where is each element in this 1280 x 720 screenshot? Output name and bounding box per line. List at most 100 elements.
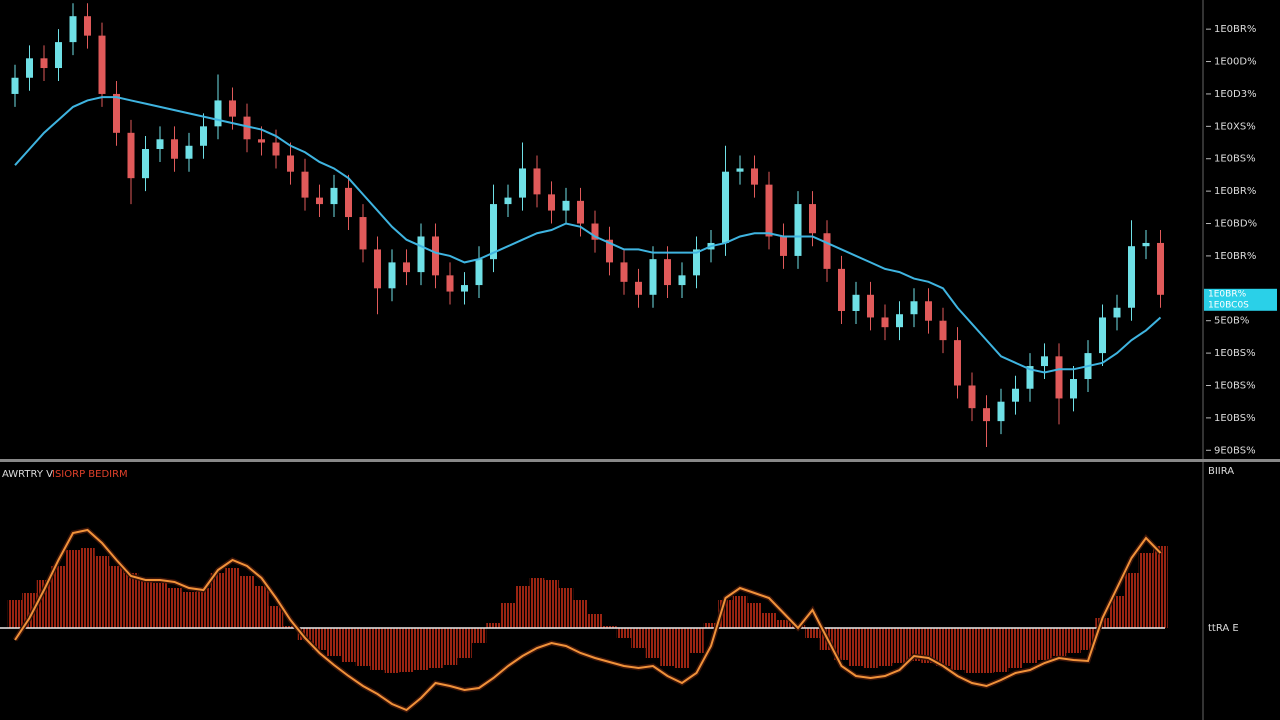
histogram-bar [950,628,965,670]
y-tick-label: 9E0BS% [1214,445,1256,456]
candle-body [40,58,48,69]
candle-body [838,268,845,311]
histogram-bar [239,576,255,628]
histogram-bar [921,628,936,663]
histogram-bar [94,556,110,628]
moving-average [14,96,1162,374]
candle-body [1157,242,1164,295]
histogram-bar [935,628,951,666]
candle-body [867,294,874,318]
histogram-bar [544,580,559,628]
histogram-bar [964,628,980,673]
candle-body [620,262,628,282]
histogram-bar [210,573,226,628]
candle-body [1055,356,1063,399]
candle-body [635,281,642,295]
y-tick-label: 1E0BS% [1214,348,1256,359]
histogram-bar [631,628,646,648]
histogram-bar [268,606,284,628]
y-tick-label: 1E0BR% [1214,24,1256,35]
histogram-bar [225,568,240,628]
histogram-bar [1051,628,1067,656]
candle-body [403,262,410,273]
candle-body [446,275,454,292]
histogram-bar [486,623,501,628]
histogram-bar [80,548,95,628]
candle-body [142,149,149,179]
candle-body [548,194,555,211]
candle-body [1113,307,1121,318]
candle-body [925,301,932,321]
histogram-bar [805,628,820,638]
candle-body [55,42,62,69]
candle-body [156,139,164,150]
histogram-bar [384,628,400,673]
histogram-bar [747,603,762,628]
candle-body [794,204,802,256]
histogram-bar [196,588,211,628]
oscillator-line [14,528,1162,712]
candle-body [229,100,236,117]
last-price-label: 1E0BR% [1208,289,1247,299]
candle-body [98,35,106,94]
histogram-bar [254,586,269,628]
y-tick-label: 1E0BR% [1214,186,1256,197]
histogram-bar [312,628,327,650]
candle-body [287,155,294,172]
candle-body [374,249,381,289]
y-tick-label: 1E00D% [1214,57,1257,68]
histogram-bar [442,628,458,665]
histogram-bar [573,600,588,628]
candle-body [1128,246,1135,308]
candle-body [983,408,990,422]
histogram-bar [7,600,23,628]
histogram-bar [877,628,893,666]
histogram-bar [1066,628,1081,653]
histogram-bar [616,628,632,638]
histogram-bar [471,628,487,643]
candle-body [461,285,468,292]
y-tick-label: 1E0BS% [1214,413,1256,424]
candle-body [330,187,338,205]
candle-body [1070,379,1077,399]
candle-body [345,187,352,218]
candle-body [417,236,425,273]
candle-body [490,204,497,260]
histogram-bar [399,628,414,672]
y-tick-label: 1E0BD% [1214,219,1257,230]
histogram-bar [993,628,1009,672]
histogram-bar [65,550,81,628]
y-tick-label: 1E0XS% [1214,121,1256,132]
histogram-bar [51,566,66,628]
last-price-box [1204,288,1277,311]
indicator-title: AWRTRY V [2,469,53,480]
candle-body [881,317,889,328]
histogram-bar [1138,553,1154,628]
y-tick-label: 1E0BS% [1214,380,1256,391]
candle-body [388,262,396,289]
histogram-bar [123,573,139,628]
candle-body [780,236,787,256]
candle-body [896,314,903,328]
candle-body [649,259,657,295]
histogram-bar [863,628,878,668]
histogram-bar [689,628,704,653]
candle-body [185,145,193,159]
histogram-bar [1022,628,1038,663]
candle-body [127,132,135,179]
candle-body [751,168,758,185]
histogram-bar [761,613,777,628]
histogram-bar [1109,596,1125,628]
candle-body [26,58,33,78]
histogram-bar [834,628,849,660]
candle-body [1142,242,1150,247]
candle-body [809,204,816,234]
histogram-bar [138,578,153,628]
candle-body [664,259,671,286]
candle-body [939,320,947,341]
candle-body [243,116,251,140]
histogram-bar [1153,546,1168,628]
histogram-bar [732,596,748,628]
